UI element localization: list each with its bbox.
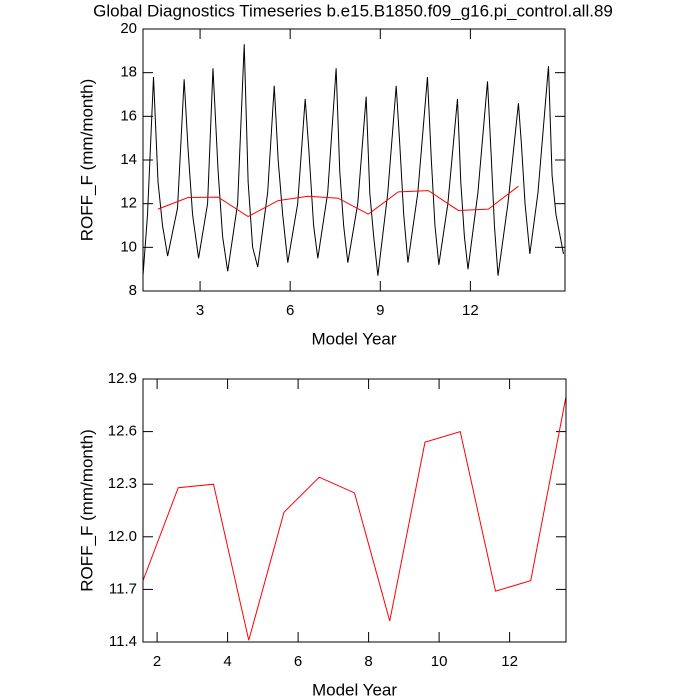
x-tick-label: 8 [364, 653, 372, 670]
plot-frame [142, 378, 567, 643]
data-line [157, 185, 519, 218]
y-tick-label: 14 [120, 151, 137, 168]
x-tick-label: 6 [294, 653, 302, 670]
chart-title: Global Diagnostics Timeseries b.e15.B185… [93, 1, 613, 20]
data-line [143, 396, 566, 641]
y-tick-label: 20 [120, 20, 137, 37]
plot-area [143, 396, 566, 641]
y-tick-label: 11.7 [109, 580, 137, 597]
x-tick-label: 6 [286, 302, 294, 319]
x-tick-label: 2 [153, 653, 161, 670]
y-axis-label: ROFF_F (mm/month) [77, 429, 96, 591]
x-tick-label: 12 [462, 302, 479, 319]
y-axis-label: ROFF_F (mm/month) [77, 79, 96, 241]
y-tick-label: 12.3 [108, 475, 137, 492]
y-tick-label: 16 [120, 107, 137, 124]
plot-frame [142, 28, 566, 292]
y-tick-label: 11.4 [109, 633, 137, 650]
x-tick-label: 4 [223, 653, 231, 670]
plot-area [143, 44, 564, 276]
x-tick-label: 10 [431, 653, 448, 670]
y-tick-label: 12.0 [108, 528, 137, 545]
x-tick-label: 12 [501, 653, 518, 670]
y-tick-label: 18 [120, 64, 137, 81]
x-tick-label: 9 [376, 302, 384, 319]
y-tick-label: 12.9 [108, 370, 137, 387]
data-line [143, 44, 564, 276]
y-tick-label: 12.6 [108, 423, 137, 440]
y-tick-label: 10 [120, 238, 137, 255]
x-axis-label: Model Year [311, 329, 396, 348]
x-axis-label: Model Year [312, 680, 397, 699]
y-tick-label: 12 [120, 195, 137, 212]
x-tick-label: 3 [196, 302, 204, 319]
y-tick-label: 8 [129, 282, 137, 299]
